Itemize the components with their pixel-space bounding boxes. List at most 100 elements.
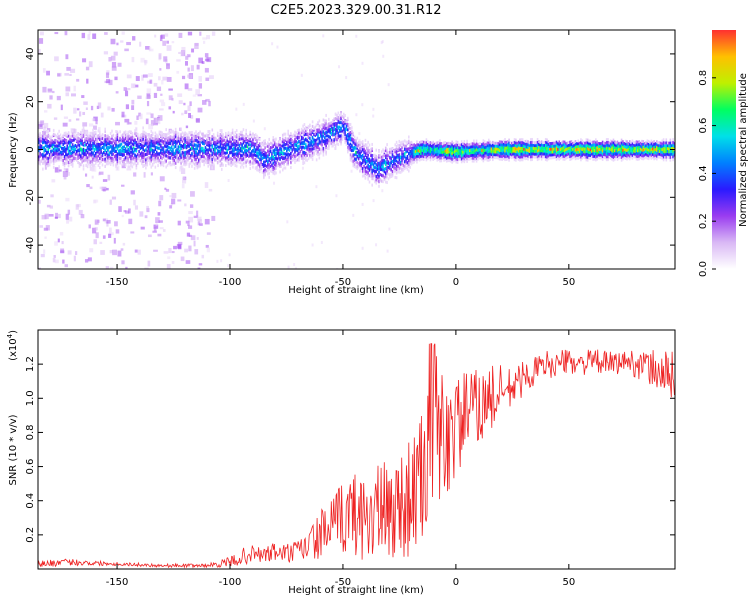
spectrogram-signal-cell (237, 147, 239, 151)
spectrogram-signal-cell (104, 164, 107, 168)
spectrogram-signal-cell (254, 157, 257, 161)
spectrogram-noise-cell (111, 196, 117, 200)
spectrogram-noise-cell (78, 111, 82, 117)
spectrogram-signal-cell (547, 154, 550, 158)
spectrogram-signal-cell (48, 141, 51, 145)
spectrogram-signal-cell (401, 155, 403, 159)
spectrogram-signal-cell (306, 158, 308, 162)
spectrogram-noise-cell (43, 110, 48, 113)
spectrogram-noise-cell (114, 221, 118, 227)
spectrogram-signal-cell (298, 139, 300, 143)
spectrogram-signal-cell (364, 149, 367, 153)
spectrogram-signal-cell (384, 149, 387, 153)
spectrogram-signal-cell (611, 152, 613, 156)
spectrogram-signal-cell (128, 152, 131, 156)
spectrogram-signal-cell (268, 165, 271, 169)
spectrogram-signal-cell (444, 152, 447, 156)
spectrogram-signal-cell (340, 126, 342, 130)
spectrogram-signal-cell (269, 146, 272, 150)
spectrogram-signal-cell (372, 153, 375, 157)
spectrogram-signal-cell (433, 154, 436, 158)
spectrogram-signal-cell (48, 153, 51, 157)
spectrogram-signal-cell (562, 157, 565, 161)
spectrogram-signal-cell (127, 135, 130, 139)
spectrogram-signal-cell (326, 130, 329, 134)
spectrogram-signal-cell (435, 156, 437, 160)
spectrogram-signal-cell (101, 154, 104, 158)
spectrogram-signal-cell (458, 143, 460, 147)
spectrogram-signal-cell (548, 153, 551, 157)
spectrogram-signal-cell (197, 132, 200, 136)
spectrogram-signal-cell (466, 139, 468, 143)
spectrogram-signal-cell (131, 165, 134, 169)
spectrogram-signal-cell (349, 131, 352, 135)
spectrogram-signal-cell (300, 137, 303, 141)
spectrogram-noise-cell (40, 120, 45, 126)
spectrogram-signal-cell (588, 145, 590, 149)
spectrogram-signal-cell (69, 144, 71, 148)
spectrogram-signal-cell (368, 180, 371, 184)
spectrogram-signal-cell (615, 144, 617, 148)
spectrogram-signal-cell (471, 148, 474, 152)
spectrogram-signal-cell (360, 154, 363, 158)
spectrogram-signal-cell (98, 133, 101, 137)
spectrogram-signal-cell (193, 147, 196, 151)
spectrogram-signal-cell (124, 136, 127, 140)
spectrogram-signal-cell (181, 154, 184, 158)
spectrogram-signal-cell (127, 140, 130, 144)
spectrogram-signal-cell (645, 149, 647, 153)
spectrogram-signal-cell (500, 149, 502, 153)
spectrogram-signal-cell (317, 134, 319, 138)
spectrogram-noise-cell (133, 199, 136, 206)
spectrogram-noise-cell (158, 53, 162, 60)
spectrogram-signal-cell (306, 128, 308, 132)
spectrogram-noise-cell (121, 260, 125, 265)
spectrogram-signal-cell (277, 153, 280, 157)
spectrogram-signal-cell (58, 152, 60, 156)
spectrogram-signal-cell (220, 167, 223, 171)
spectrogram-signal-cell (448, 141, 451, 145)
spectrogram-signal-cell (176, 140, 178, 144)
spectrogram-signal-cell (126, 160, 128, 164)
spectrogram-signal-cell (279, 137, 281, 141)
spectrogram-signal-cell (199, 157, 201, 161)
spectrogram-noise-cell (56, 95, 61, 101)
spectrogram-signal-cell (180, 127, 182, 131)
spectrogram-signal-cell (463, 160, 466, 164)
spectrogram-signal-cell (338, 128, 341, 132)
spectrogram-noise-cell (115, 229, 120, 234)
spectrogram-signal-cell (38, 146, 40, 150)
spectrogram-signal-cell (311, 131, 314, 135)
spectrogram-signal-cell (138, 137, 140, 141)
spectrogram-signal-cell (155, 137, 158, 141)
spectrogram-signal-cell (88, 136, 90, 140)
spectrogram-signal-cell (141, 139, 143, 143)
spectrogram-signal-cell (665, 138, 668, 142)
spectrogram-signal-cell (204, 134, 207, 138)
spectrogram-signal-cell (96, 147, 98, 151)
spectrogram-signal-cell (393, 149, 395, 153)
spectrogram-signal-cell (479, 156, 482, 160)
spectrogram-signal-cell (512, 155, 514, 159)
spectrogram-signal-cell (364, 158, 367, 162)
spectrogram-signal-cell (382, 165, 384, 169)
spectrogram-signal-cell (196, 147, 199, 151)
spectrogram-signal-cell (226, 139, 228, 143)
spectrogram-signal-cell (422, 149, 425, 153)
spectrogram-signal-cell (38, 158, 40, 162)
spectrogram-signal-cell (271, 143, 273, 147)
spectrogram-signal-cell (116, 144, 119, 148)
spectrogram-signal-cell (546, 155, 548, 159)
spectrogram-signal-cell (384, 154, 387, 158)
spectrogram-signal-cell (290, 155, 292, 159)
spectrogram-signal-cell (405, 140, 407, 144)
spectrogram-signal-cell (88, 158, 90, 162)
spectrogram-signal-cell (215, 139, 218, 143)
spectrogram-signal-cell (177, 145, 180, 149)
spectrogram-signal-cell (569, 157, 571, 161)
spectrogram-signal-cell (80, 157, 82, 161)
spectrogram-signal-cell (75, 157, 78, 161)
spectrogram-signal-cell (387, 154, 390, 158)
spectrogram-signal-cell (506, 145, 509, 149)
spectrogram-signal-cell (481, 151, 483, 155)
